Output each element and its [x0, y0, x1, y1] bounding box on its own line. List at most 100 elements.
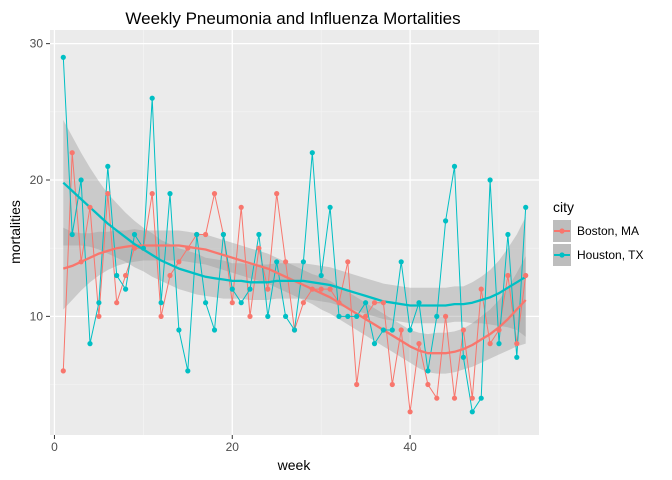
- data-point: [96, 313, 102, 319]
- legend-key-point: [559, 252, 565, 258]
- data-points: [60, 54, 529, 415]
- data-point: [469, 409, 475, 415]
- axes: 10 20 30 0 20 40: [30, 37, 417, 454]
- data-point: [514, 341, 520, 347]
- data-point: [460, 327, 466, 333]
- data-point: [87, 341, 93, 347]
- data-point: [194, 231, 200, 238]
- data-point: [256, 245, 262, 251]
- data-point: [389, 327, 395, 333]
- data-point: [407, 327, 413, 333]
- x-axis-title: week: [277, 457, 312, 473]
- data-point: [229, 300, 235, 306]
- data-point: [443, 218, 449, 224]
- data-point: [416, 300, 422, 306]
- data-point: [283, 259, 289, 265]
- data-point: [203, 231, 209, 238]
- data-point: [327, 286, 333, 292]
- data-point: [158, 300, 164, 306]
- data-point: [496, 341, 502, 347]
- legend-item: Boston, MA: [553, 220, 639, 242]
- data-point: [505, 231, 511, 238]
- data-point: [220, 231, 226, 238]
- data-point: [211, 191, 218, 197]
- data-point: [211, 327, 218, 333]
- data-point: [380, 327, 386, 333]
- data-point: [167, 272, 173, 279]
- data-point: [158, 313, 164, 319]
- data-point: [229, 286, 235, 292]
- data-point: [185, 245, 191, 251]
- legend-item: Houston, TX: [553, 244, 643, 266]
- legend: city Boston, MA Houston, TX: [553, 199, 643, 266]
- data-point: [78, 177, 84, 183]
- data-point: [434, 395, 440, 401]
- data-point: [131, 245, 138, 251]
- legend-label: Houston, TX: [577, 248, 643, 262]
- data-point: [238, 204, 244, 210]
- legend-key-point: [559, 228, 565, 234]
- chart-title: Weekly Pneumonia and Influenza Mortaliti…: [125, 9, 460, 28]
- data-point: [185, 368, 191, 374]
- data-point: [363, 300, 369, 306]
- data-point: [247, 286, 253, 292]
- data-point: [451, 395, 458, 401]
- data-point: [434, 313, 440, 319]
- data-point: [523, 272, 529, 279]
- grid: [50, 30, 539, 435]
- data-point: [300, 300, 306, 306]
- data-point: [380, 300, 386, 306]
- data-point: [523, 204, 529, 210]
- data-point: [203, 300, 209, 306]
- data-point: [274, 259, 280, 265]
- data-point: [309, 150, 315, 156]
- data-point: [318, 272, 324, 279]
- data-point: [425, 368, 431, 374]
- y-tick-label: 10: [30, 309, 44, 323]
- data-point: [389, 381, 395, 388]
- confidence-bands: [63, 120, 526, 374]
- data-point: [265, 286, 271, 292]
- data-point: [416, 341, 422, 347]
- data-point: [238, 300, 244, 306]
- data-point: [425, 381, 431, 388]
- data-point: [265, 313, 271, 319]
- data-point: [140, 245, 146, 251]
- data-point: [451, 163, 458, 169]
- data-point: [345, 259, 351, 265]
- data-point: [460, 354, 466, 360]
- data-point: [487, 341, 493, 347]
- data-point: [105, 163, 111, 169]
- data-point: [443, 313, 449, 319]
- data-point: [371, 300, 378, 306]
- data-point: [354, 381, 360, 388]
- data-point: [505, 272, 511, 279]
- data-point: [283, 313, 289, 319]
- data-point: [327, 204, 333, 210]
- data-point: [300, 259, 306, 265]
- data-point: [60, 368, 66, 374]
- data-point: [114, 300, 120, 306]
- data-point: [363, 313, 369, 319]
- data-point: [371, 341, 378, 347]
- data-point: [247, 313, 253, 319]
- data-point: [336, 313, 342, 319]
- data-point: [60, 54, 66, 60]
- data-point: [176, 259, 182, 265]
- data-point: [345, 313, 351, 319]
- data-point: [123, 286, 129, 292]
- data-point: [167, 191, 173, 197]
- data-point: [105, 191, 111, 197]
- y-axis-title: mortalities: [7, 200, 23, 264]
- x-tick-label: 0: [51, 440, 58, 454]
- data-point: [478, 286, 484, 292]
- data-point: [149, 95, 155, 101]
- data-point: [336, 300, 342, 306]
- data-point: [291, 327, 298, 333]
- data-point: [309, 286, 315, 292]
- smooth-line: [62, 181, 527, 307]
- data-point: [149, 191, 155, 197]
- confidence-band: [63, 227, 526, 374]
- confidence-band: [63, 120, 526, 337]
